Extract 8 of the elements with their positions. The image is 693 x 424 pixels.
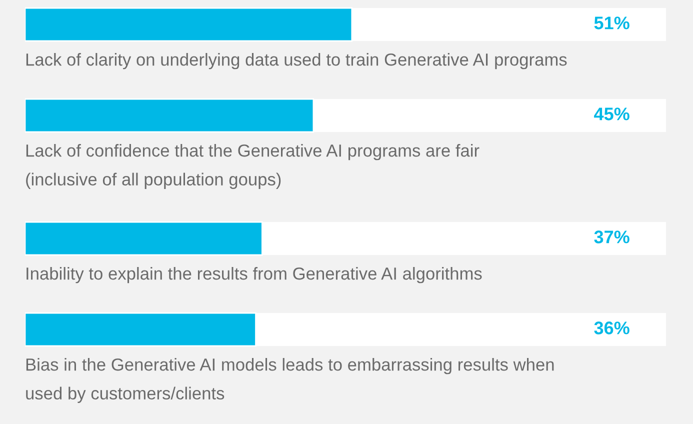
data-label: 45% <box>594 108 630 120</box>
y-tick-label: Inability to explain the results from Generative AI algorithms <box>26 267 482 284</box>
y-tick-label: Lack of confidence that the Generative AI programs are fair (inclusive of all population goups) <box>26 144 480 189</box>
y-tick-label: Bias in the Generative AI models leads to embarrassing results when used by customers/clients <box>26 358 554 403</box>
data-label: 36% <box>594 322 630 334</box>
y-tick-label: Lack of clarity on underlying data used to train Generative AI programs <box>26 53 567 70</box>
data-label: 37% <box>594 230 630 244</box>
data-label: 51% <box>594 16 630 30</box>
